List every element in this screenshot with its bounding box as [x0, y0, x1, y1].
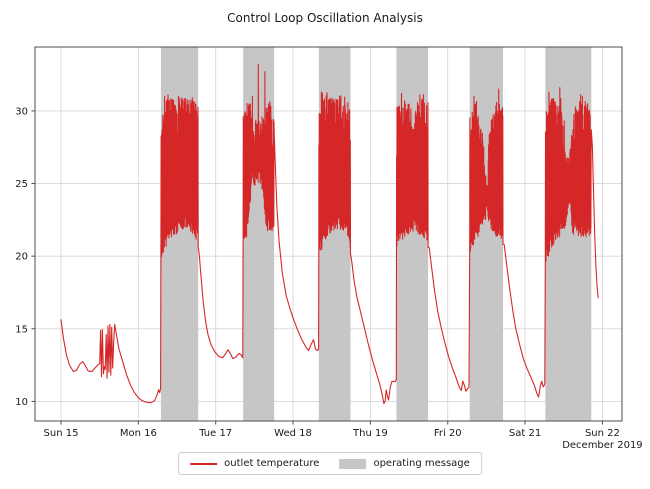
x-tick-label: Thu 19 — [352, 428, 388, 439]
x-tick-label: Tue 17 — [198, 428, 232, 439]
x-tick-label: Mon 16 — [120, 428, 157, 439]
legend-label-outlet-temperature: outlet temperature — [224, 458, 320, 469]
y-tick-label: 30 — [15, 106, 28, 117]
line-swatch-icon — [190, 462, 218, 465]
legend: outlet temperature operating message — [178, 452, 482, 475]
y-tick-label: 10 — [15, 397, 28, 408]
patch-swatch-icon — [339, 458, 367, 469]
x-tick-label: Sun 22 — [585, 428, 620, 439]
legend-item-operating-message: operating message — [339, 458, 470, 469]
y-tick-label: 15 — [15, 324, 28, 335]
y-tick-label: 20 — [15, 252, 28, 263]
x-tick-label: Fri 20 — [434, 428, 462, 439]
legend-label-operating-message: operating message — [373, 458, 470, 469]
chart-title: Control Loop Oscillation Analysis — [227, 11, 423, 25]
outlet-temperature-line — [60, 63, 599, 405]
x-axis-month-label: December 2019 — [562, 440, 642, 451]
legend-item-outlet-temperature: outlet temperature — [190, 458, 319, 469]
axes-frame — [34, 46, 623, 422]
x-tick-label: Wed 18 — [274, 428, 312, 439]
x-tick-label: Sun 15 — [44, 428, 79, 439]
x-tick-label: Sat 21 — [509, 428, 541, 439]
y-tick-label: 25 — [15, 179, 28, 190]
